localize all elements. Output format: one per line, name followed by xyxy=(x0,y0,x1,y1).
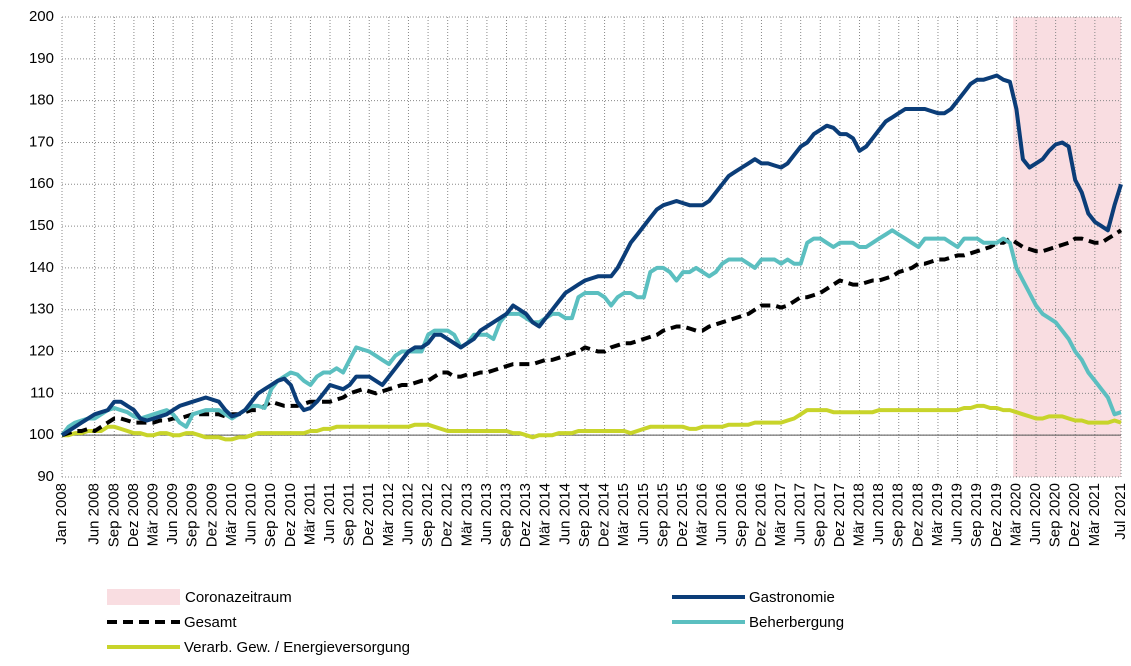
legend-label: Beherbergung xyxy=(749,614,844,631)
x-tick-label: Dez 2009 xyxy=(203,483,220,547)
series-line xyxy=(60,73,1123,437)
x-tick-label: Sep 2019 xyxy=(968,483,985,547)
x-tick-label: Sep 2013 xyxy=(497,483,514,547)
x-tick-label: Jun 2018 xyxy=(870,483,887,545)
x-tick-label: Dez 2013 xyxy=(517,483,534,547)
legend-label: Verarb. Gew. / Energieversorgung xyxy=(184,639,410,656)
y-tick-label: 110 xyxy=(30,384,54,401)
x-tick-label: Sep 2011 xyxy=(341,483,358,546)
x-tick-label: Jun 2008 xyxy=(86,483,103,545)
x-tick-label: Mär 2020 xyxy=(1007,483,1024,546)
y-tick-label: 170 xyxy=(29,133,54,150)
x-tick-label: Jun 2016 xyxy=(713,483,730,545)
x-tick-label: Mär 2009 xyxy=(144,483,161,546)
series-line xyxy=(62,403,1122,442)
x-tick-label: Mär 2013 xyxy=(458,483,475,546)
y-tick-label: 150 xyxy=(29,217,54,234)
x-tick-label: Jan 2008 xyxy=(53,483,70,545)
x-tick-label: Dez 2015 xyxy=(674,483,691,547)
x-tick-label: Dez 2016 xyxy=(752,483,769,547)
x-tick-label: Dez 2012 xyxy=(439,483,456,547)
x-tick-label: Sep 2008 xyxy=(105,483,122,547)
y-tick-label: 160 xyxy=(29,175,54,192)
legend-swatch xyxy=(107,589,180,605)
y-tick-label: 100 xyxy=(29,426,54,443)
x-tick-label: Sep 2020 xyxy=(1047,483,1064,547)
x-tick-label: Sep 2010 xyxy=(262,483,279,547)
x-tick-label: Jun 2013 xyxy=(478,483,495,545)
legend-label: Coronazeitraum xyxy=(185,589,292,606)
x-tick-label: Jun 2011 xyxy=(321,483,338,544)
x-tick-label: Jul 2021 xyxy=(1112,483,1129,540)
x-tick-label: Dez 2018 xyxy=(909,483,926,547)
x-tick-label: Mär 2017 xyxy=(772,483,789,546)
x-tick-label: Dez 2014 xyxy=(596,483,613,547)
x-tick-label: Sep 2012 xyxy=(419,483,436,547)
x-tick-label: Jun 2017 xyxy=(792,483,809,545)
x-tick-label: Dez 2008 xyxy=(125,483,142,547)
x-tick-label: Jun 2010 xyxy=(243,483,260,545)
x-tick-label: Mär 2014 xyxy=(537,483,554,546)
x-tick-label: Mär 2021 xyxy=(1086,483,1103,546)
x-tick-label: Mär 2015 xyxy=(615,483,632,546)
x-tick-label: Sep 2014 xyxy=(576,483,593,547)
x-tick-label: Sep 2018 xyxy=(890,483,907,547)
y-tick-label: 120 xyxy=(29,343,54,360)
x-tick-label: Jun 2020 xyxy=(1027,483,1044,545)
x-tick-label: Sep 2009 xyxy=(184,483,201,547)
x-tick-label: Sep 2015 xyxy=(654,483,671,547)
x-tick-label: Jun 2014 xyxy=(556,483,573,545)
x-tick-label: Sep 2017 xyxy=(811,483,828,547)
y-tick-label: 130 xyxy=(29,301,54,318)
x-tick-label: Mär 2012 xyxy=(380,483,397,546)
shaded-region xyxy=(1013,17,1121,477)
x-tick-label: Jun 2019 xyxy=(949,483,966,545)
x-tick-label: Dez 2017 xyxy=(831,483,848,547)
legend-label: Gesamt xyxy=(184,614,237,631)
legend-label: Gastronomie xyxy=(749,589,835,606)
x-tick-label: Dez 2020 xyxy=(1066,483,1083,547)
x-tick-label: Mär 2019 xyxy=(929,483,946,546)
x-tick-label: Sep 2016 xyxy=(733,483,750,547)
y-tick-label: 190 xyxy=(29,50,54,67)
x-tick-label: Jun 2012 xyxy=(399,483,416,545)
x-tick-label: Mär 2016 xyxy=(694,483,711,546)
x-tick-label: Dez 2019 xyxy=(988,483,1005,547)
y-tick-label: 200 xyxy=(29,8,54,25)
x-tick-label: Jun 2009 xyxy=(164,483,181,545)
y-tick-label: 140 xyxy=(29,259,54,276)
x-tick-label: Mär 2018 xyxy=(850,483,867,546)
x-tick-label: Mär 2011 xyxy=(301,483,318,545)
y-tick-label: 90 xyxy=(37,468,54,485)
x-tick-label: Dez 2010 xyxy=(282,483,299,547)
y-tick-label: 180 xyxy=(29,92,54,109)
x-tick-label: Jun 2015 xyxy=(635,483,652,545)
x-tick-label: Mär 2010 xyxy=(223,483,240,546)
x-tick-label: Dez 2011 xyxy=(360,483,377,546)
